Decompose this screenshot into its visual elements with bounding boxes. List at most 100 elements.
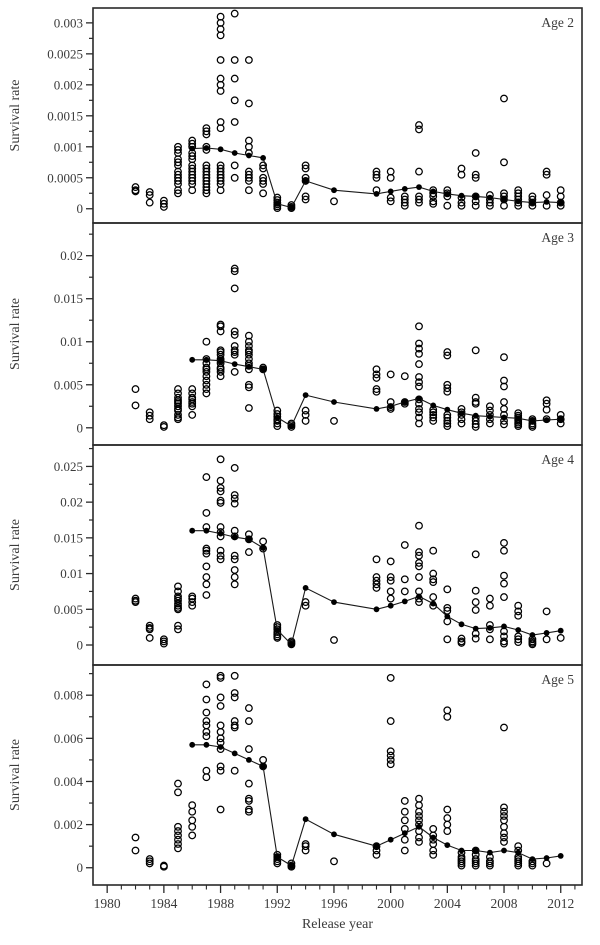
mean-point [302, 178, 309, 184]
mean-point [217, 357, 224, 364]
mean-point [557, 416, 564, 423]
scatter-points [131, 9, 565, 213]
open-point [174, 844, 182, 853]
open-point [400, 835, 409, 844]
open-point [386, 573, 395, 582]
open-point [443, 635, 452, 644]
open-point [244, 337, 253, 346]
open-point [174, 582, 182, 591]
x-axis: 1980 1984 1988 1992 1996 2000 2004 2008 2012 Rele… [94, 885, 576, 932]
open-point [471, 149, 480, 157]
open-point [330, 416, 338, 425]
open-point [230, 350, 239, 359]
open-point [471, 201, 480, 210]
open-point [415, 339, 423, 348]
open-point [500, 723, 508, 732]
open-point [174, 158, 182, 167]
open-point [372, 170, 381, 179]
open-point [216, 56, 225, 64]
open-point [500, 837, 508, 846]
open-point [386, 370, 395, 379]
open-point [485, 601, 494, 610]
open-point [216, 734, 225, 743]
open-point [301, 192, 310, 201]
open-point [415, 408, 423, 417]
open-point [500, 593, 508, 602]
open-point [216, 551, 225, 560]
open-point [471, 634, 480, 643]
mean-point [458, 410, 465, 417]
mean-line-series [189, 145, 564, 211]
open-point [415, 198, 423, 207]
open-point [471, 422, 480, 431]
panel-age-label: Age 3 [541, 230, 574, 245]
open-point [471, 586, 480, 595]
mean-point [387, 836, 394, 843]
open-point [188, 152, 197, 161]
open-point [386, 193, 395, 202]
open-point [131, 846, 140, 855]
y-axis: 0 0.005 0.01 0.015 0.02 [54, 233, 93, 435]
open-point [386, 557, 395, 566]
y-tick-label: 0.0025 [47, 46, 83, 61]
panel-age-label: Age 2 [541, 15, 574, 30]
open-point [159, 862, 168, 871]
open-point [386, 747, 395, 756]
open-point [244, 779, 253, 788]
mean-point [246, 152, 252, 159]
open-point [188, 831, 197, 840]
y-tick-label: 0.0005 [47, 170, 83, 185]
open-point [244, 404, 253, 412]
x-tick-label: 1996 [320, 896, 347, 911]
y-tick-label: 0.015 [54, 291, 83, 306]
open-point [230, 671, 239, 680]
open-point [330, 636, 338, 644]
mean-point [472, 193, 479, 200]
open-point [174, 601, 182, 610]
mean-point [543, 199, 550, 205]
mean-point [246, 536, 252, 543]
mean-point [189, 741, 196, 748]
open-point [415, 121, 423, 130]
y-tick-label: 0 [77, 638, 84, 653]
x-tick-label: 1984 [150, 896, 177, 911]
open-point [514, 632, 523, 641]
y-tick-label: 0.0015 [47, 108, 83, 123]
open-point [230, 56, 239, 64]
open-point [372, 387, 381, 396]
open-point [429, 199, 438, 208]
mean-point [487, 625, 493, 631]
open-point [216, 487, 225, 496]
open-point [202, 389, 211, 398]
open-point [542, 170, 551, 179]
mean-point [189, 145, 196, 152]
x-tick-label: 2012 [547, 896, 574, 911]
mean-point [416, 823, 422, 830]
open-point [145, 411, 154, 420]
y-tick-label: 0.004 [54, 774, 84, 789]
open-point [415, 419, 423, 428]
open-point [400, 575, 409, 584]
open-point [485, 861, 494, 870]
open-point [230, 9, 239, 18]
open-point [372, 842, 381, 851]
mean-point [401, 399, 408, 405]
open-point [429, 850, 438, 859]
open-point [216, 455, 225, 464]
mean-line-series [189, 527, 564, 648]
open-point [301, 195, 310, 204]
open-point [471, 859, 480, 868]
mean-point [260, 366, 266, 373]
open-point [188, 385, 197, 394]
open-point [415, 378, 423, 387]
open-point [514, 611, 523, 620]
open-point [230, 555, 239, 564]
open-point [400, 796, 409, 805]
y-tick-label: 0.002 [54, 817, 83, 832]
panel-age-label: Age 4 [541, 452, 574, 467]
open-point [429, 197, 438, 206]
panel-frame [92, 664, 583, 886]
open-point [514, 635, 523, 644]
open-point [443, 805, 452, 814]
open-point [287, 640, 296, 649]
